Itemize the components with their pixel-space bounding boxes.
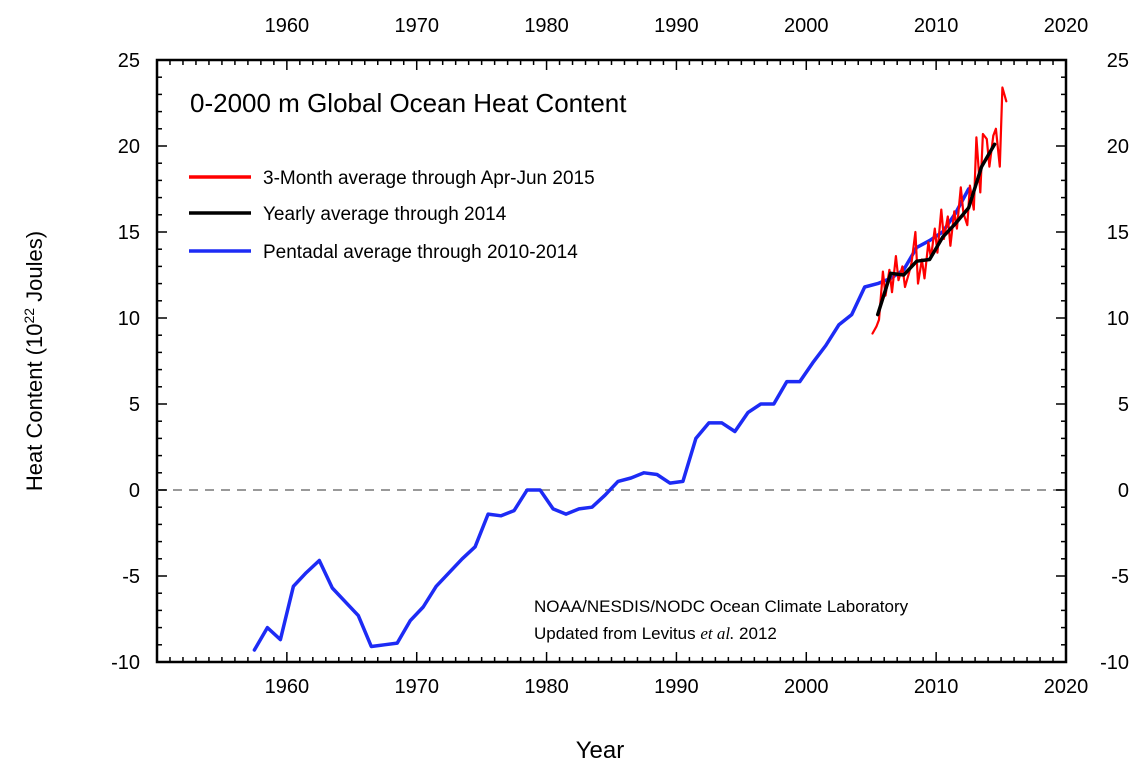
y-axis-label-tail: Joules) [22, 231, 47, 308]
x-tick-label-top: 1990 [654, 15, 699, 37]
y-tick-label-right: -5 [1111, 566, 1129, 588]
y-tick-label-right: 25 [1107, 50, 1129, 72]
plot-frame [155, 58, 1068, 664]
x-tick-label-bottom: 2000 [784, 676, 829, 698]
x-tick-label-top: 2020 [1044, 15, 1089, 37]
x-tick-label-top: 1980 [524, 15, 569, 37]
series-line-yearly [875, 142, 997, 317]
y-tick-label-left: 20 [118, 136, 140, 158]
x-tick-label-top: 1970 [394, 15, 439, 37]
y-axis-label-main: Heat Content (10 [22, 324, 47, 492]
x-tick-label-bottom: 1980 [524, 676, 569, 698]
x-axis-label: Year [576, 737, 625, 764]
x-tick-label-bottom: 1970 [394, 676, 439, 698]
y-axis-label: Heat Content (1022 Joules) [21, 231, 47, 491]
y-tick-label-left: -10 [111, 652, 140, 674]
credit-annotation: NOAA/NESDIS/NODC Ocean Climate Laborator… [534, 597, 909, 643]
y-tick-label-left: 5 [129, 394, 140, 416]
y-tick-label-left: 0 [129, 480, 140, 502]
y-tick-label-left: -5 [122, 566, 140, 588]
x-tick-label-top: 1960 [265, 15, 310, 37]
credit-line-2-pre: Updated from Levitus [534, 624, 700, 643]
y-tick-label-right: 0 [1118, 480, 1129, 502]
chart-title: 0-2000 m Global Ocean Heat Content [190, 88, 627, 118]
x-tick-label-bottom: 2020 [1044, 676, 1089, 698]
y-tick-label-right: 5 [1118, 394, 1129, 416]
y-tick-label-left: 25 [118, 50, 140, 72]
y-tick-label-left: 10 [118, 308, 140, 330]
legend-label-yearly: Yearly average through 2014 [263, 204, 507, 225]
legend-label-pentadal: Pentadal average through 2010-2014 [263, 242, 578, 263]
y-tick-label-right: -10 [1100, 652, 1129, 674]
series-line-three-month [871, 86, 1008, 335]
y-tick-label-right: 20 [1107, 136, 1129, 158]
x-tick-label-bottom: 1990 [654, 676, 699, 698]
y-tick-label-right: 15 [1107, 222, 1129, 244]
legend: 3-Month average through Apr-Jun 2015 Yea… [189, 168, 595, 263]
credit-line-1: NOAA/NESDIS/NODC Ocean Climate Laborator… [534, 597, 909, 616]
credit-line-2-ital: et al. [700, 624, 734, 643]
legend-label-3month: 3-Month average through Apr-Jun 2015 [263, 168, 595, 189]
y-tick-label-right: 10 [1107, 308, 1129, 330]
series-line-pentadal [252, 187, 971, 652]
x-tick-label-top: 2010 [914, 15, 959, 37]
x-tick-label-bottom: 2010 [914, 676, 959, 698]
x-tick-label-bottom: 1960 [265, 676, 310, 698]
y-tick-label-left: 15 [118, 222, 140, 244]
y-axis-label-superscript: 22 [21, 308, 37, 324]
credit-line-2: Updated from Levitus et al. 2012 [534, 624, 777, 643]
x-tick-label-top: 2000 [784, 15, 829, 37]
credit-line-2-post: 2012 [734, 624, 777, 643]
